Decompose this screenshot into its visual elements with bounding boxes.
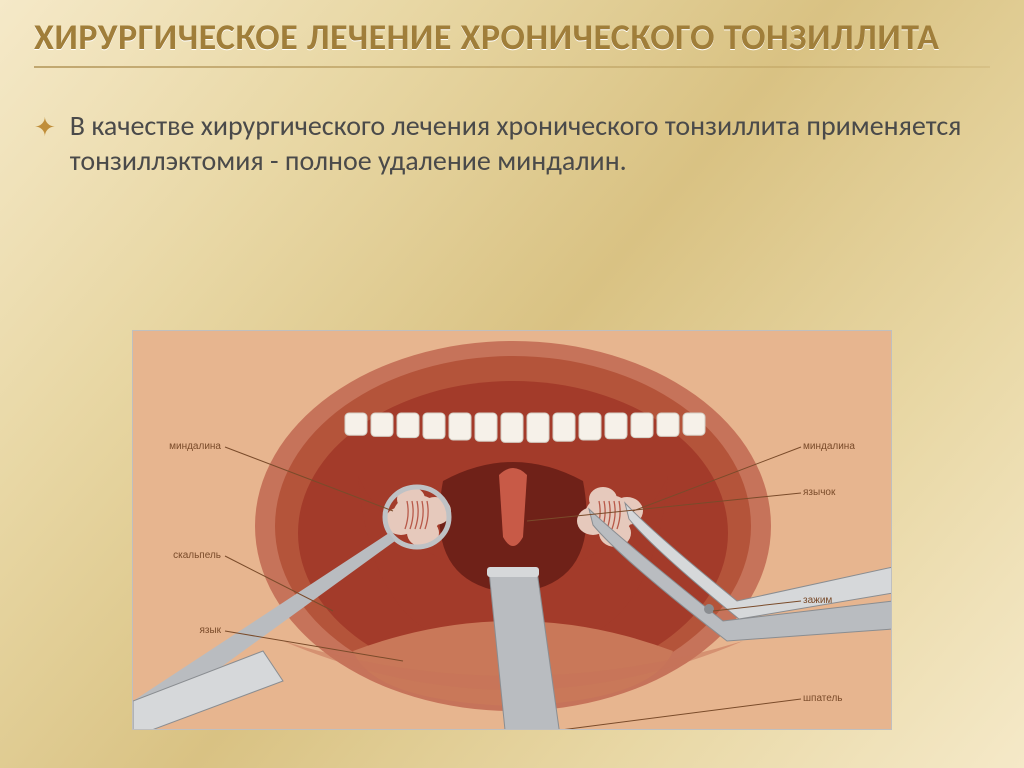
slide: ХИРУРГИЧЕСКОЕ ЛЕЧЕНИЕ ХРОНИЧЕСКОГО ТОНЗИ… [0, 0, 1024, 768]
diagram-label: зажим [803, 595, 883, 606]
title-underline [34, 66, 990, 68]
diagram: миндалина скальпель язык миндалина язычок заж… [133, 331, 891, 729]
diagram-label: язычок [803, 487, 883, 498]
bullet-icon: ✦ [34, 112, 56, 143]
diagram-container: миндалина скальпель язык миндалина язычок заж… [132, 330, 892, 730]
body-bullet-row: ✦ В качестве хирургического лечения хрон… [34, 108, 990, 180]
diagram-label: язык [141, 625, 221, 636]
diagram-label: миндалина [141, 441, 221, 452]
diagram-label: шпатель [803, 693, 883, 704]
diagram-label: скальпель [141, 550, 221, 561]
title-block: ХИРУРГИЧЕСКОЕ ЛЕЧЕНИЕ ХРОНИЧЕСКОГО ТОНЗИ… [34, 18, 990, 64]
body-paragraph: В качестве хирургического лечения хронич… [70, 108, 990, 180]
slide-title: ХИРУРГИЧЕСКОЕ ЛЕЧЕНИЕ ХРОНИЧЕСКОГО ТОНЗИ… [34, 18, 990, 58]
diagram-label: миндалина [803, 441, 883, 452]
tonsillectomy-illustration [133, 331, 891, 729]
